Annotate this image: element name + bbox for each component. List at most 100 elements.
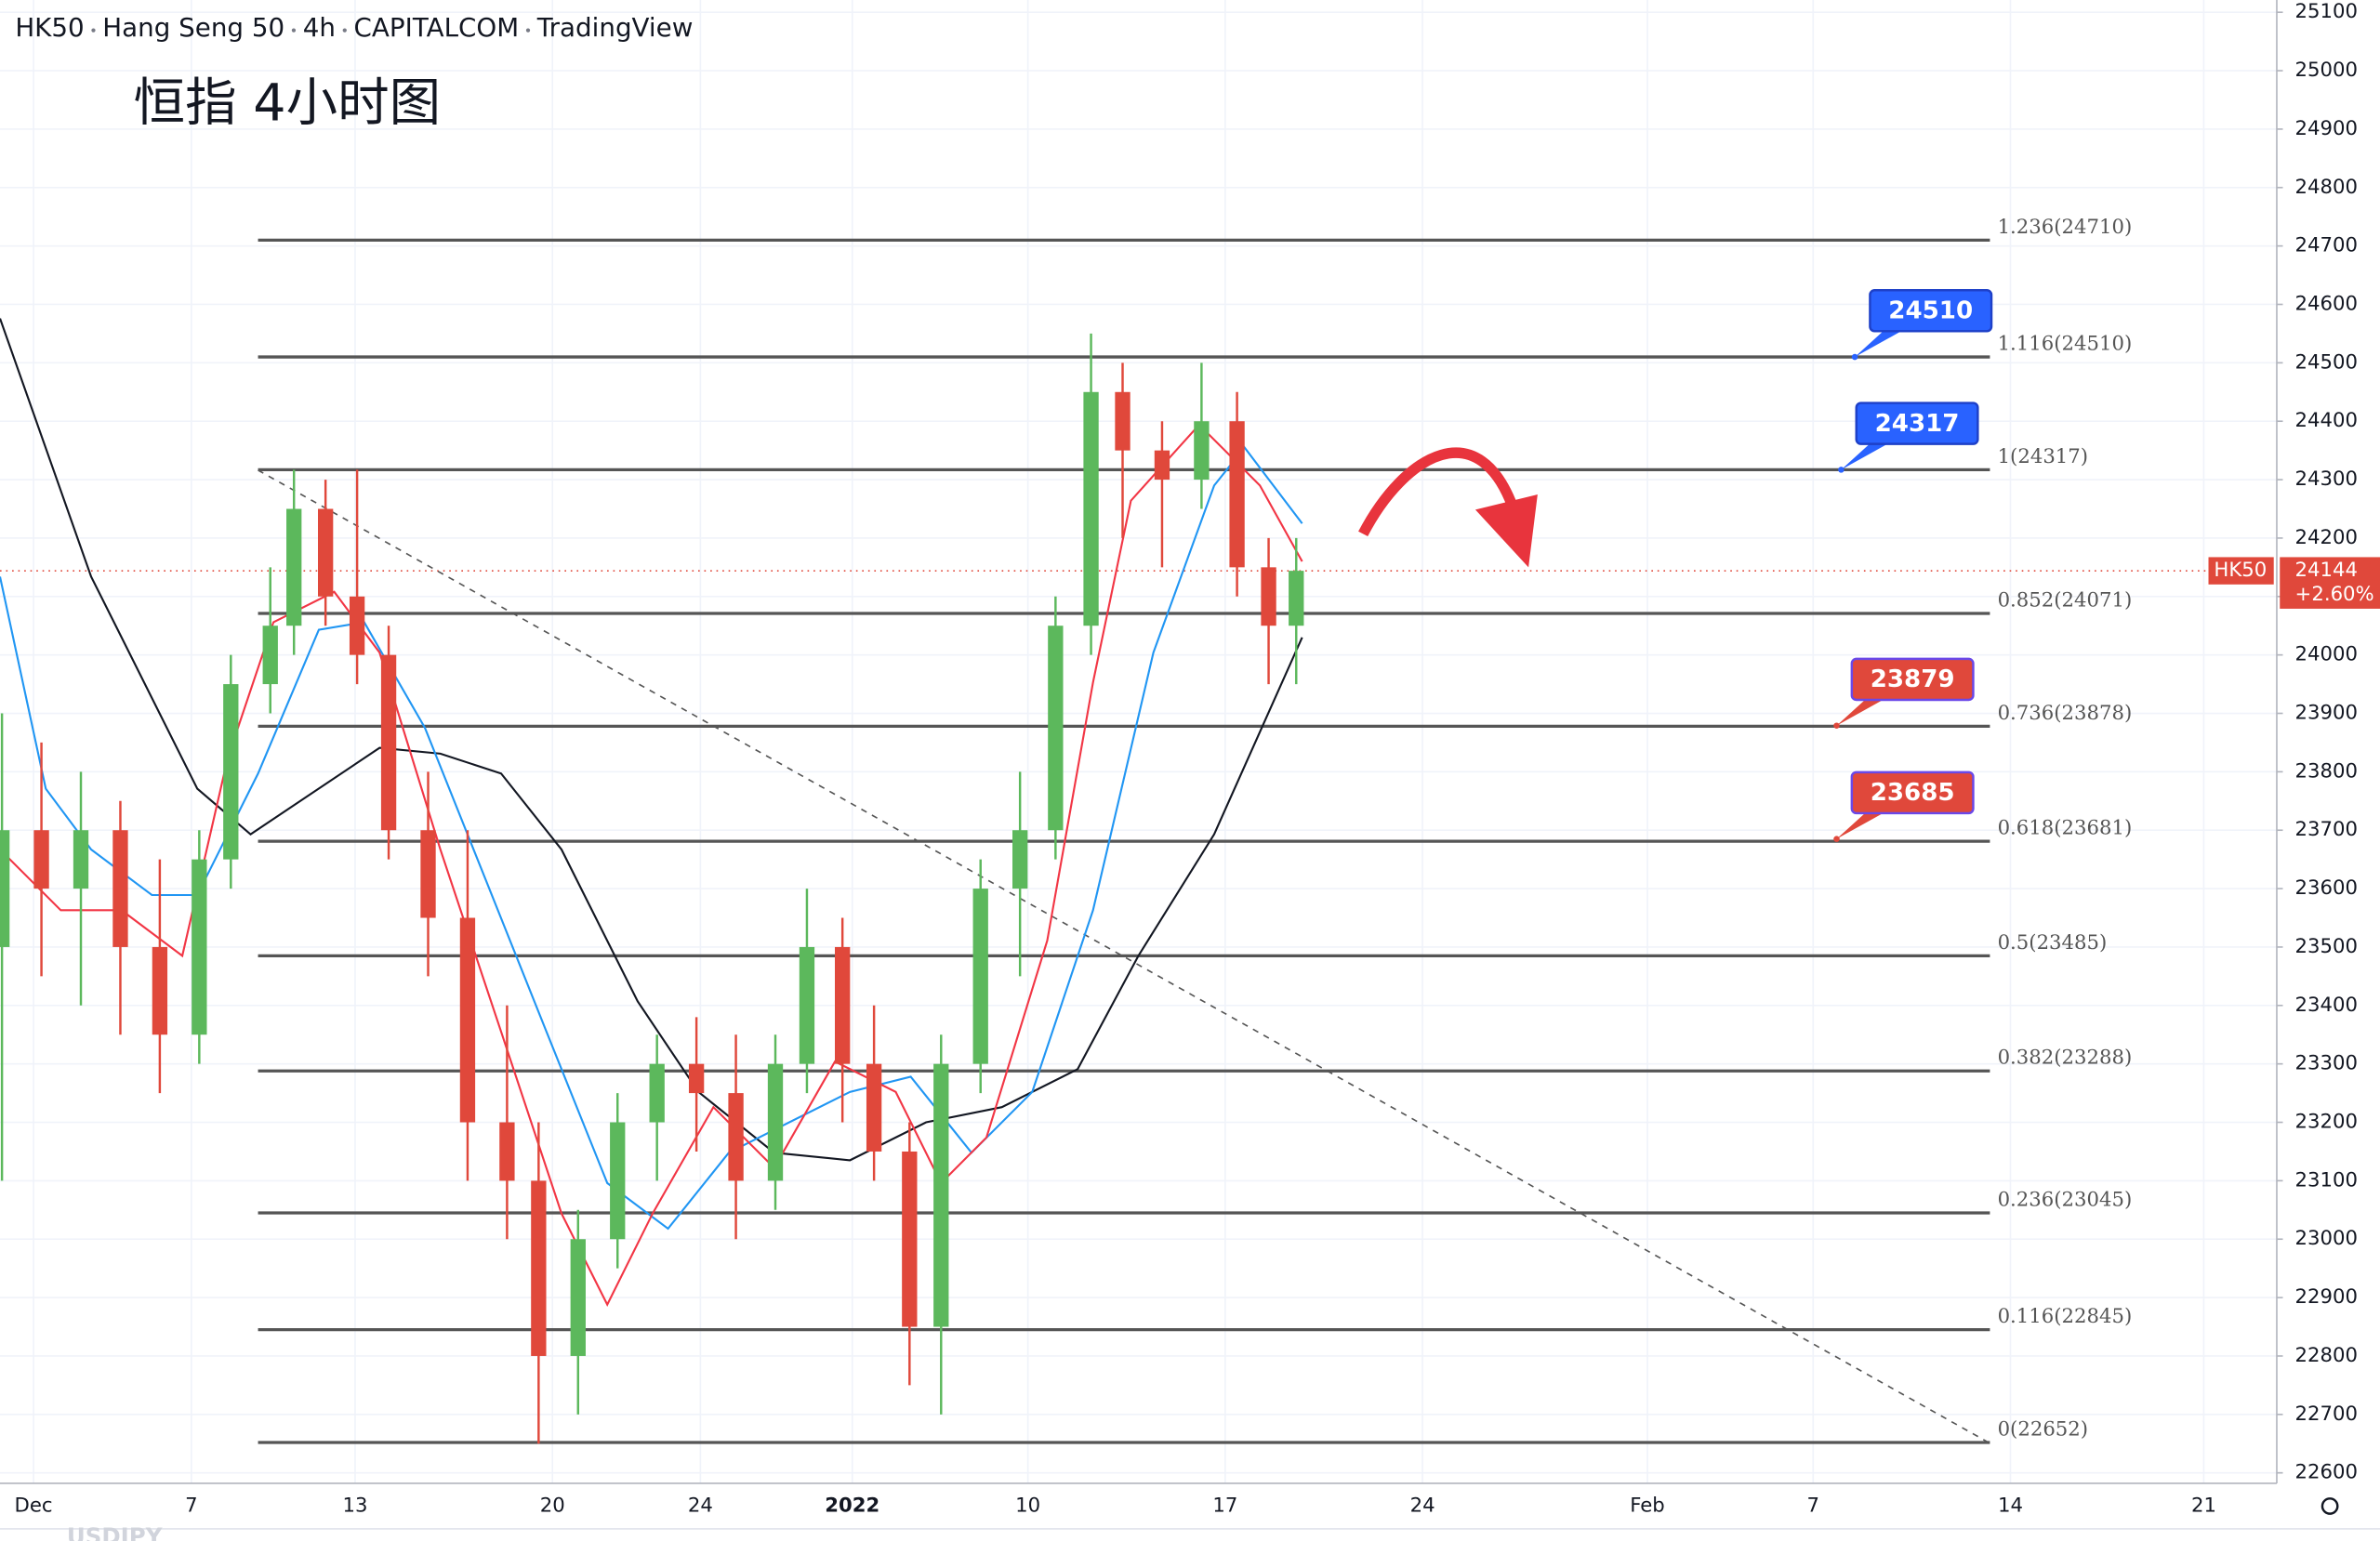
y-tick-label: 22900: [2295, 1285, 2358, 1309]
change-label: +2.60%: [2295, 583, 2374, 606]
price-axis: [2276, 0, 2380, 1541]
header-item: TradingView: [536, 12, 694, 43]
candles: [0, 333, 1304, 1444]
y-tick-label: 23900: [2295, 702, 2358, 725]
callout-label: 23879: [1871, 665, 1955, 693]
y-tick-label: 23100: [2295, 1168, 2358, 1192]
x-tick-label: 21: [2191, 1494, 2216, 1517]
y-tick-label: 23600: [2295, 876, 2358, 900]
y-tick-label: 24500: [2295, 350, 2358, 374]
candle-body: [192, 859, 207, 1035]
y-tick-label: 23200: [2295, 1111, 2358, 1134]
candle-body: [799, 946, 815, 1064]
candle-body: [649, 1063, 665, 1123]
candle-body: [317, 508, 334, 597]
candle-body: [1194, 421, 1210, 481]
y-tick-label: 23800: [2295, 759, 2358, 783]
callout-box: [1869, 289, 1993, 333]
y-tick-label: 25100: [2295, 0, 2358, 23]
arrow-head: [1474, 494, 1538, 568]
candle-body: [866, 1063, 882, 1152]
y-tick-label: 24900: [2295, 117, 2358, 140]
grid: [0, 0, 2277, 1483]
header-separator: [342, 28, 347, 33]
candle-body: [933, 1063, 949, 1327]
candle-body: [33, 830, 49, 889]
y-tick-label: 24700: [2295, 234, 2358, 257]
candle-body: [1115, 391, 1130, 451]
candle-body: [1154, 450, 1170, 481]
y-tick-label: 24200: [2295, 526, 2358, 549]
fib-label: 0.116(22845): [1998, 1305, 2133, 1328]
callout-anchor: [1833, 836, 1840, 842]
candle-body: [1048, 626, 1064, 831]
y-tick-label: 22800: [2295, 1344, 2358, 1367]
callout-anchor: [1851, 353, 1858, 361]
fib-label: 0.852(24071): [1998, 588, 2133, 612]
header-item: CAPITALCOM: [354, 12, 520, 43]
fib-label: 0(22652): [1998, 1417, 2089, 1441]
x-tick-label: 7: [1807, 1494, 1820, 1517]
y-tick-label: 24400: [2295, 409, 2358, 432]
candle-body: [0, 830, 10, 947]
candle-body: [972, 889, 988, 1064]
callout-box: [1850, 770, 1975, 815]
candle-body: [688, 1063, 705, 1094]
y-tick-label: 24000: [2295, 643, 2358, 666]
fib-label: 0.236(23045): [1998, 1188, 2133, 1211]
callouts: 24510 24317 23879 23685: [1833, 289, 1993, 842]
candle-body: [610, 1122, 626, 1240]
y-tick-label: 22700: [2295, 1403, 2358, 1426]
candle-body: [1012, 830, 1028, 889]
fib-label: 0.618(23681): [1998, 817, 2133, 840]
fib-label: 1(24317): [1998, 445, 2089, 468]
moving-average: [0, 445, 1303, 1231]
candle-body: [349, 596, 365, 655]
fib-label: 0.5(23485): [1998, 931, 2108, 955]
header-separator: [91, 28, 96, 33]
watermark: USDJPY: [67, 1523, 163, 1541]
arrow: [1358, 447, 1520, 537]
callout-label: 24317: [1875, 410, 1960, 438]
x-tick-label: Feb: [1630, 1494, 1665, 1517]
candle-body: [420, 830, 436, 918]
settings-icon[interactable]: [2320, 1497, 2339, 1515]
candle-body: [152, 946, 168, 1035]
callout-pointer: [1841, 439, 1897, 470]
fibonacci: 1.236(24710) 1.116(24510) 1(24317) 0.852(24…: [0, 216, 2277, 1444]
moving-average: [0, 318, 1303, 1162]
x-tick-label: 10: [1015, 1494, 1040, 1517]
y-tick-label: 24800: [2295, 176, 2358, 199]
candle-body: [112, 830, 128, 947]
y-tick-label: 25000: [2295, 59, 2358, 82]
fib-label: 1.236(24710): [1998, 216, 2133, 239]
y-tick-label: 24300: [2295, 468, 2358, 491]
candle-body: [262, 626, 278, 685]
candle-body: [73, 830, 89, 889]
candle-body: [1083, 391, 1099, 626]
fib-label: 0.382(23288): [1998, 1047, 2133, 1070]
candle-body: [1229, 421, 1245, 568]
x-tick-label: 17: [1212, 1494, 1237, 1517]
candle-body: [380, 654, 397, 831]
time-axis: [0, 1482, 2380, 1541]
x-tick-label: 24: [1410, 1494, 1435, 1517]
header-separator: [291, 28, 297, 33]
candle-body: [459, 917, 476, 1123]
x-tick-label: 20: [540, 1494, 565, 1517]
callout-box: [1855, 402, 1979, 445]
callout-label: 24510: [1888, 297, 1973, 325]
x-tick-label: Dec: [15, 1494, 53, 1517]
candle-body: [835, 946, 851, 1064]
candle-body: [286, 508, 302, 626]
candle-body: [499, 1122, 515, 1181]
chart-title: 恒指 4小时图: [134, 72, 441, 133]
price-tag: [2280, 557, 2380, 609]
candle-body: [1261, 567, 1276, 626]
header-item: Hang Seng 50: [102, 12, 284, 43]
fib-label: 1.116(24510): [1998, 333, 2133, 356]
callout-label: 23685: [1871, 779, 1955, 807]
